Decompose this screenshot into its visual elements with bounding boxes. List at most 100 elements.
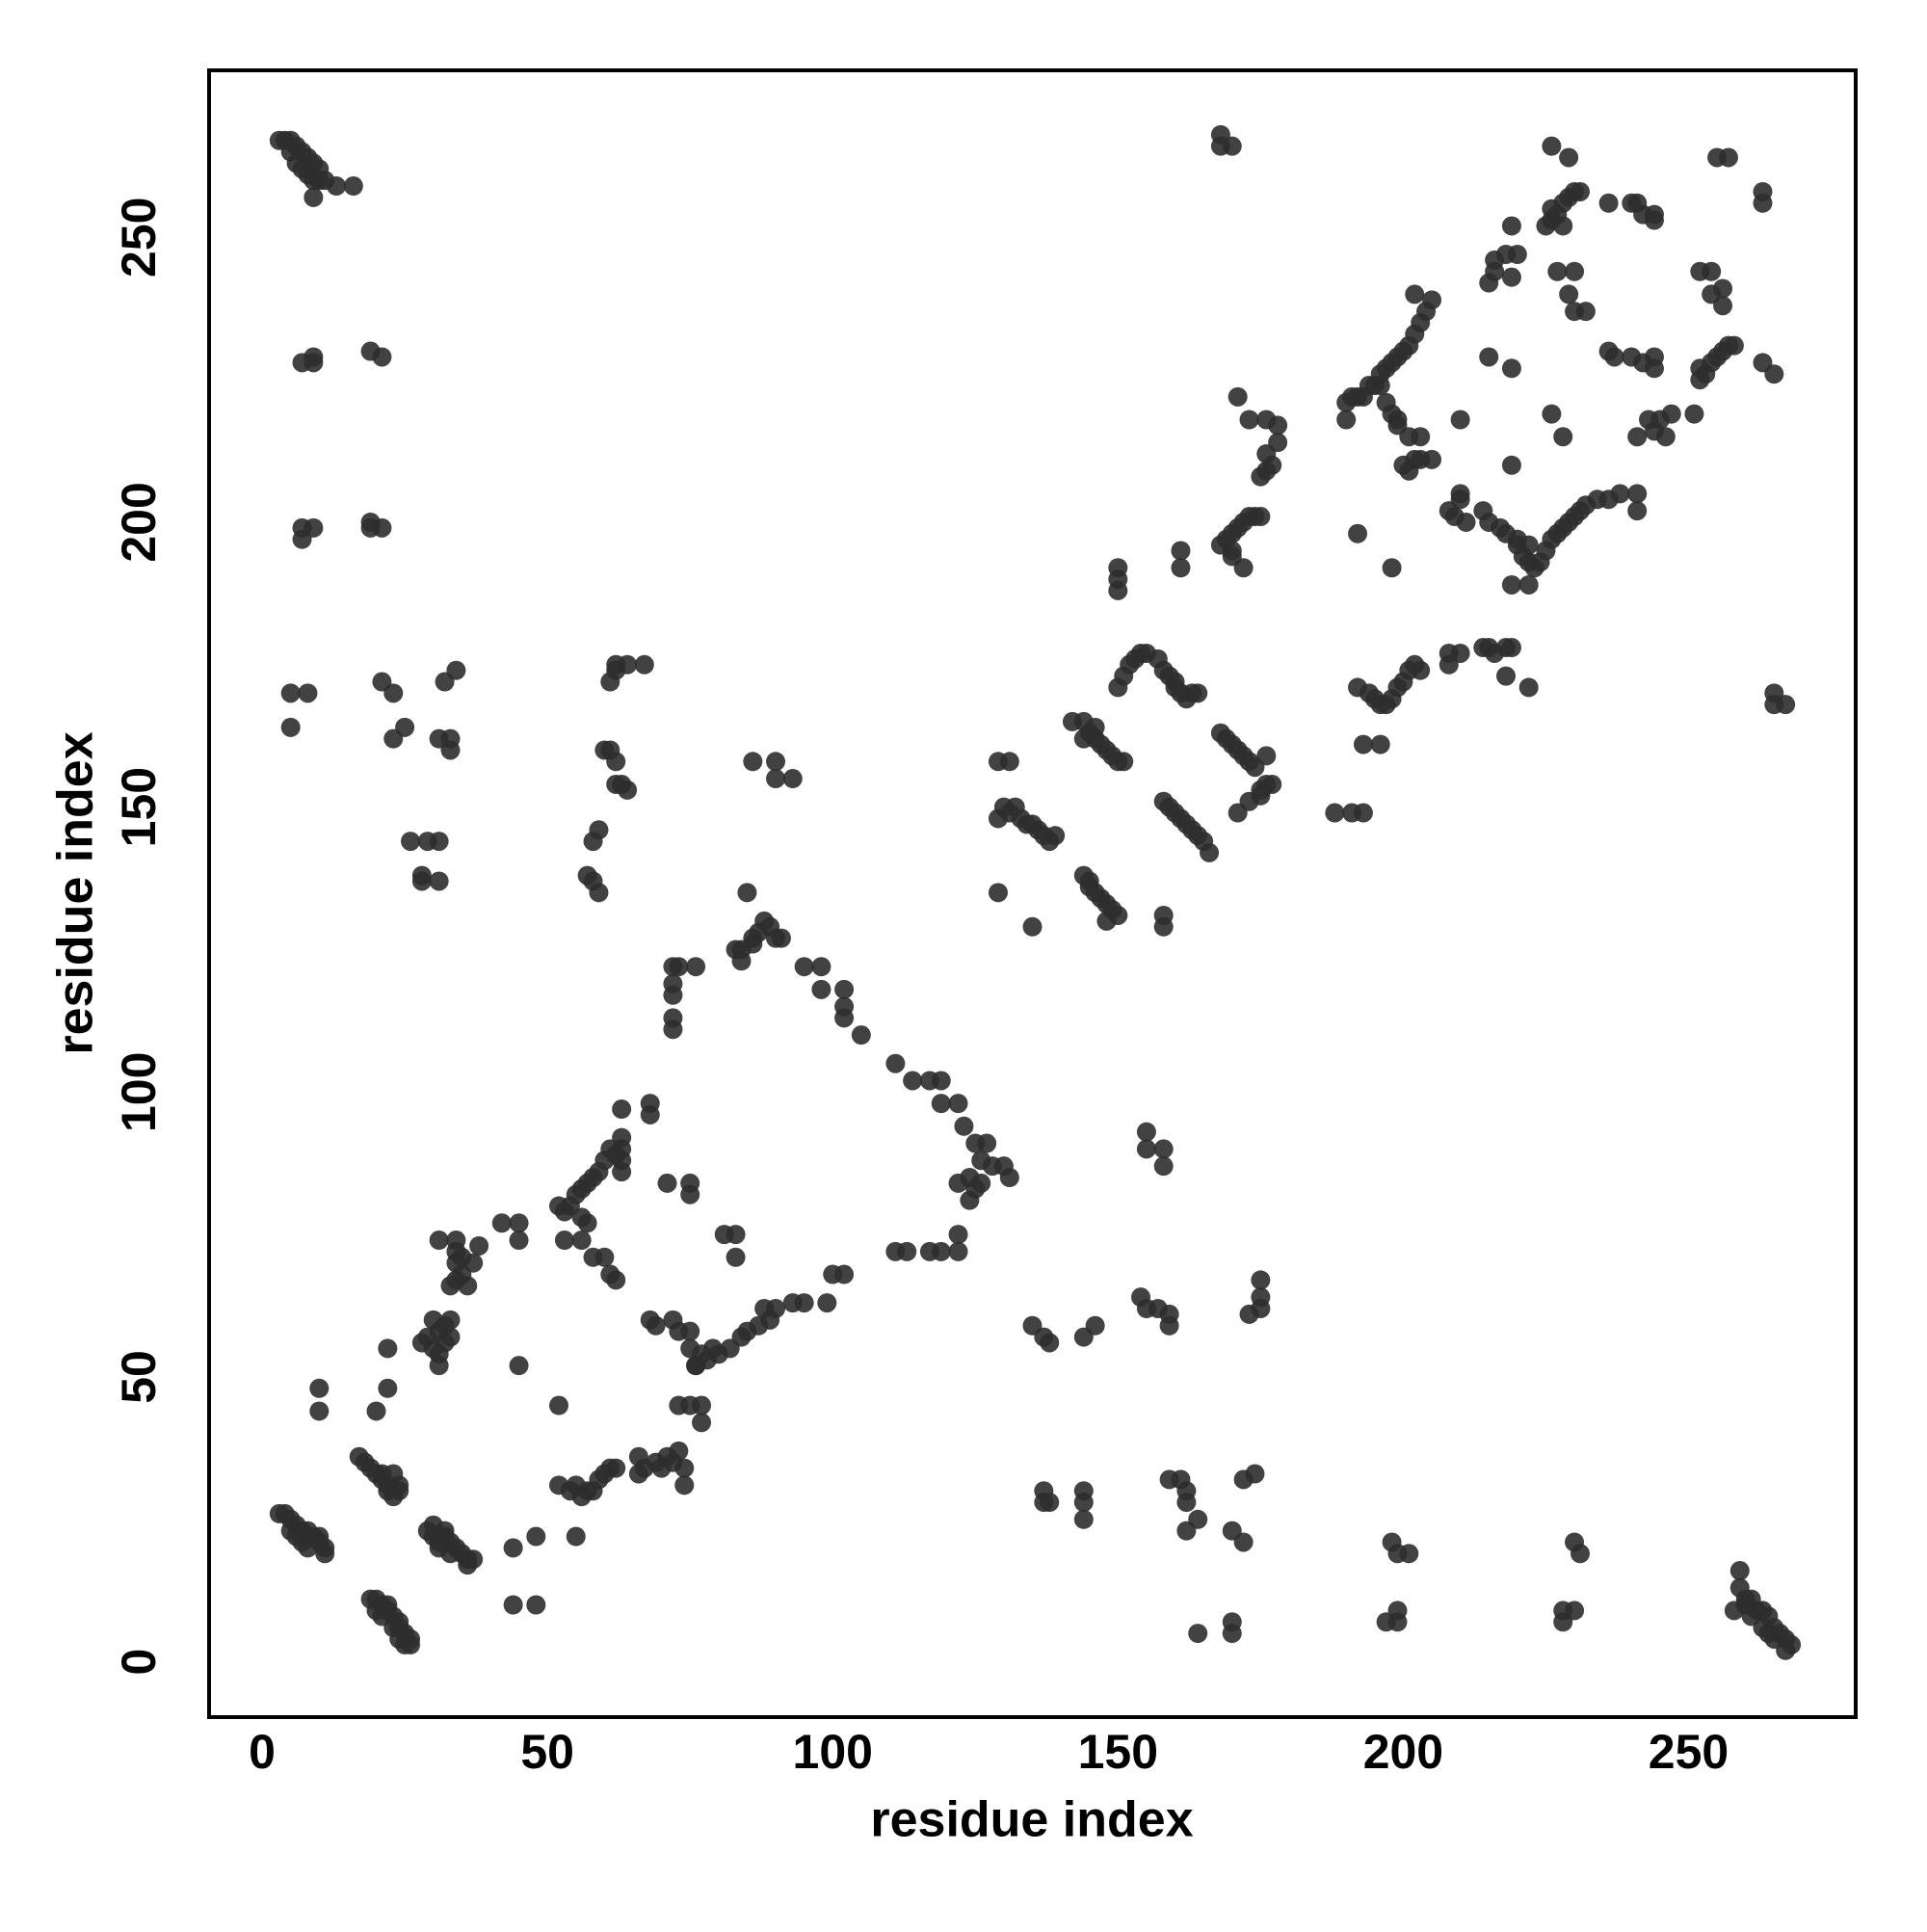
point	[298, 1538, 318, 1558]
point	[618, 780, 638, 800]
point	[280, 683, 301, 703]
point	[811, 979, 832, 999]
point	[1684, 404, 1704, 424]
point	[571, 1207, 592, 1228]
x-tick-label: 50	[520, 1725, 574, 1779]
point	[411, 865, 432, 886]
point	[1387, 410, 1408, 430]
point	[606, 1270, 626, 1290]
point	[782, 1293, 803, 1313]
point	[1153, 1139, 1174, 1159]
point	[1165, 677, 1185, 698]
point	[692, 1395, 712, 1416]
point	[458, 1276, 478, 1296]
point	[571, 1231, 592, 1251]
point	[1565, 1601, 1585, 1621]
point	[1222, 1624, 1242, 1644]
point	[548, 1395, 568, 1416]
y-tick-label: 250	[112, 198, 166, 278]
point	[1040, 1493, 1060, 1513]
point	[1422, 449, 1442, 469]
point	[469, 1235, 489, 1256]
point	[395, 717, 415, 737]
point	[977, 1133, 997, 1153]
point	[1073, 1493, 1094, 1513]
point	[663, 1019, 683, 1040]
point	[931, 1071, 951, 1091]
point	[669, 957, 689, 977]
point	[1764, 1618, 1784, 1638]
point	[1188, 1509, 1208, 1529]
point	[435, 1333, 455, 1353]
point	[726, 1247, 746, 1267]
point	[304, 187, 324, 207]
point	[1210, 136, 1230, 156]
point	[628, 1446, 648, 1467]
point	[834, 1008, 855, 1028]
point	[526, 1595, 546, 1615]
point	[509, 1213, 529, 1233]
point	[663, 985, 683, 1005]
point	[657, 1173, 677, 1193]
y-tick-label: 100	[112, 1052, 166, 1132]
point	[509, 1356, 529, 1376]
x-tick-label: 150	[1078, 1725, 1158, 1779]
point	[429, 1231, 449, 1251]
point	[1353, 803, 1373, 823]
point	[1507, 245, 1527, 265]
point	[931, 1094, 951, 1114]
point	[1245, 1464, 1265, 1484]
point	[960, 1190, 980, 1210]
point	[1501, 358, 1521, 379]
point	[1188, 683, 1208, 703]
point	[1713, 278, 1733, 299]
point	[1256, 746, 1277, 766]
point	[731, 951, 752, 971]
point	[1565, 261, 1585, 281]
point	[389, 1628, 409, 1649]
point	[360, 517, 381, 538]
point	[1570, 1544, 1590, 1564]
point	[823, 1264, 843, 1284]
point	[1718, 147, 1738, 168]
point	[1450, 410, 1470, 430]
point	[1136, 1122, 1156, 1142]
point	[1227, 803, 1248, 823]
point	[1227, 386, 1248, 407]
point	[680, 1184, 700, 1204]
point	[1575, 302, 1596, 322]
point	[1713, 296, 1733, 316]
point	[988, 883, 1008, 903]
point	[1729, 1561, 1750, 1581]
point	[1456, 512, 1476, 532]
point	[440, 1310, 461, 1330]
point	[606, 752, 626, 772]
point	[1239, 410, 1259, 430]
point	[1501, 455, 1521, 475]
point	[1553, 427, 1573, 447]
point	[446, 660, 466, 680]
point	[612, 1127, 632, 1148]
x-tick-label: 0	[249, 1725, 276, 1779]
point	[680, 1321, 700, 1341]
point	[834, 979, 855, 999]
point	[1501, 574, 1521, 595]
point	[1171, 558, 1191, 578]
point	[280, 717, 301, 737]
point	[1559, 284, 1579, 304]
point	[1336, 410, 1357, 430]
point	[1501, 267, 1521, 287]
point	[1159, 1315, 1179, 1336]
points	[269, 124, 1802, 1660]
point	[1627, 484, 1648, 504]
point	[766, 769, 786, 789]
point	[1644, 358, 1664, 379]
point	[1542, 136, 1562, 156]
point	[1353, 734, 1373, 754]
point	[423, 1310, 443, 1330]
point	[1251, 1270, 1271, 1290]
point	[692, 1413, 712, 1433]
point	[1450, 643, 1470, 663]
x-tick-label: 250	[1649, 1725, 1729, 1779]
point	[885, 1053, 906, 1073]
